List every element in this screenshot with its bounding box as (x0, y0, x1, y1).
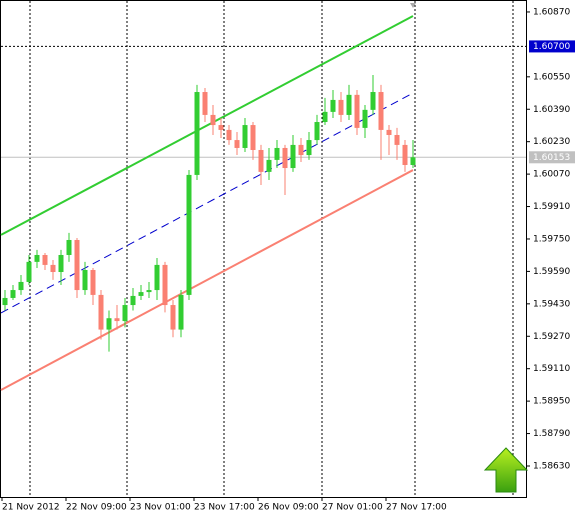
candle-body (402, 144, 408, 165)
candle-body (114, 318, 120, 322)
candle-body (186, 174, 192, 295)
x-tick-label: 21 Nov 2012 (2, 503, 60, 513)
y-tick-label: 1.58790 (533, 429, 570, 439)
candle-body (258, 149, 264, 172)
candle-body (34, 254, 40, 262)
candle-body (330, 99, 336, 112)
candle-body (10, 290, 16, 298)
y-tick-label: 1.60070 (533, 170, 570, 180)
candle-body (90, 269, 96, 295)
candle-body (274, 147, 280, 160)
y-tick-label: 1.60870 (533, 7, 570, 17)
candle-body (178, 294, 184, 330)
candle-body (50, 264, 56, 273)
price-label: 1.60153 (533, 153, 570, 163)
candle-body (130, 295, 136, 306)
price-label-box (529, 151, 575, 164)
candle-body (2, 297, 8, 306)
up-arrow-icon (483, 447, 529, 493)
candle-body (338, 99, 344, 115)
x-tick-label: 27 Nov 17:00 (386, 503, 447, 513)
y-tick-label: 1.59750 (533, 234, 570, 244)
candle-body (226, 129, 232, 141)
candle-body (58, 254, 64, 273)
price-label: 1.60700 (533, 42, 570, 52)
candle-body (242, 125, 248, 148)
candle-body (306, 140, 312, 156)
channel-line (0, 15, 414, 236)
y-tick-label: 1.59110 (533, 364, 570, 374)
grid (29, 1, 514, 497)
y-tick-label: 1.58630 (533, 461, 570, 471)
y-tick-label: 1.60230 (533, 137, 570, 147)
candle-body (162, 264, 168, 306)
period-marker (410, 3, 416, 8)
candle-body (346, 94, 352, 115)
candle-body (394, 134, 400, 145)
candle-body (66, 239, 72, 255)
candle-body (266, 159, 272, 172)
candle-body (362, 109, 368, 128)
candle-body (106, 318, 112, 330)
candle-body (138, 292, 144, 296)
candle-body (218, 125, 224, 130)
y-tick-label: 1.59910 (533, 202, 570, 212)
candle-body (322, 111, 328, 123)
x-tick-label: 26 Nov 09:00 (258, 503, 319, 513)
candle-body (122, 305, 128, 322)
candle-body (386, 129, 392, 135)
candle-body (146, 290, 152, 293)
candle-body (354, 94, 360, 128)
candle-body (42, 254, 48, 265)
y-tick-label: 1.59430 (533, 299, 570, 309)
y-tick-label: 1.59590 (533, 267, 570, 277)
candle-body (234, 140, 240, 148)
candle-body (154, 264, 160, 291)
candle-body (290, 144, 296, 169)
candle-body (370, 92, 376, 110)
y-tick-label: 1.59270 (533, 332, 570, 342)
price-label-box (529, 40, 575, 53)
candle-body (298, 144, 304, 156)
x-tick-label: 23 Nov 01:00 (130, 503, 191, 513)
channel-line (0, 169, 414, 391)
candle-body (82, 269, 88, 291)
x-tick-label: 23 Nov 17:00 (194, 503, 255, 513)
candle-body (410, 157, 416, 165)
candle-body (282, 147, 288, 169)
y-tick-label: 1.60390 (533, 105, 570, 115)
y-tick-label: 1.60550 (533, 72, 570, 82)
x-tick-label: 22 Nov 09:00 (66, 503, 127, 513)
x-tick-label: 27 Nov 01:00 (322, 503, 383, 513)
candle-body (74, 239, 80, 291)
candle-body (210, 114, 216, 126)
candle-body (98, 294, 104, 330)
y-tick-label: 1.58950 (533, 397, 570, 407)
candle-body (250, 125, 256, 150)
candle-body (314, 122, 320, 141)
candle-body (378, 92, 384, 130)
candle-body (202, 92, 208, 115)
candle-body (26, 261, 32, 282)
candle-body (18, 281, 24, 291)
candle-body (170, 305, 176, 330)
candle-body (194, 92, 200, 175)
